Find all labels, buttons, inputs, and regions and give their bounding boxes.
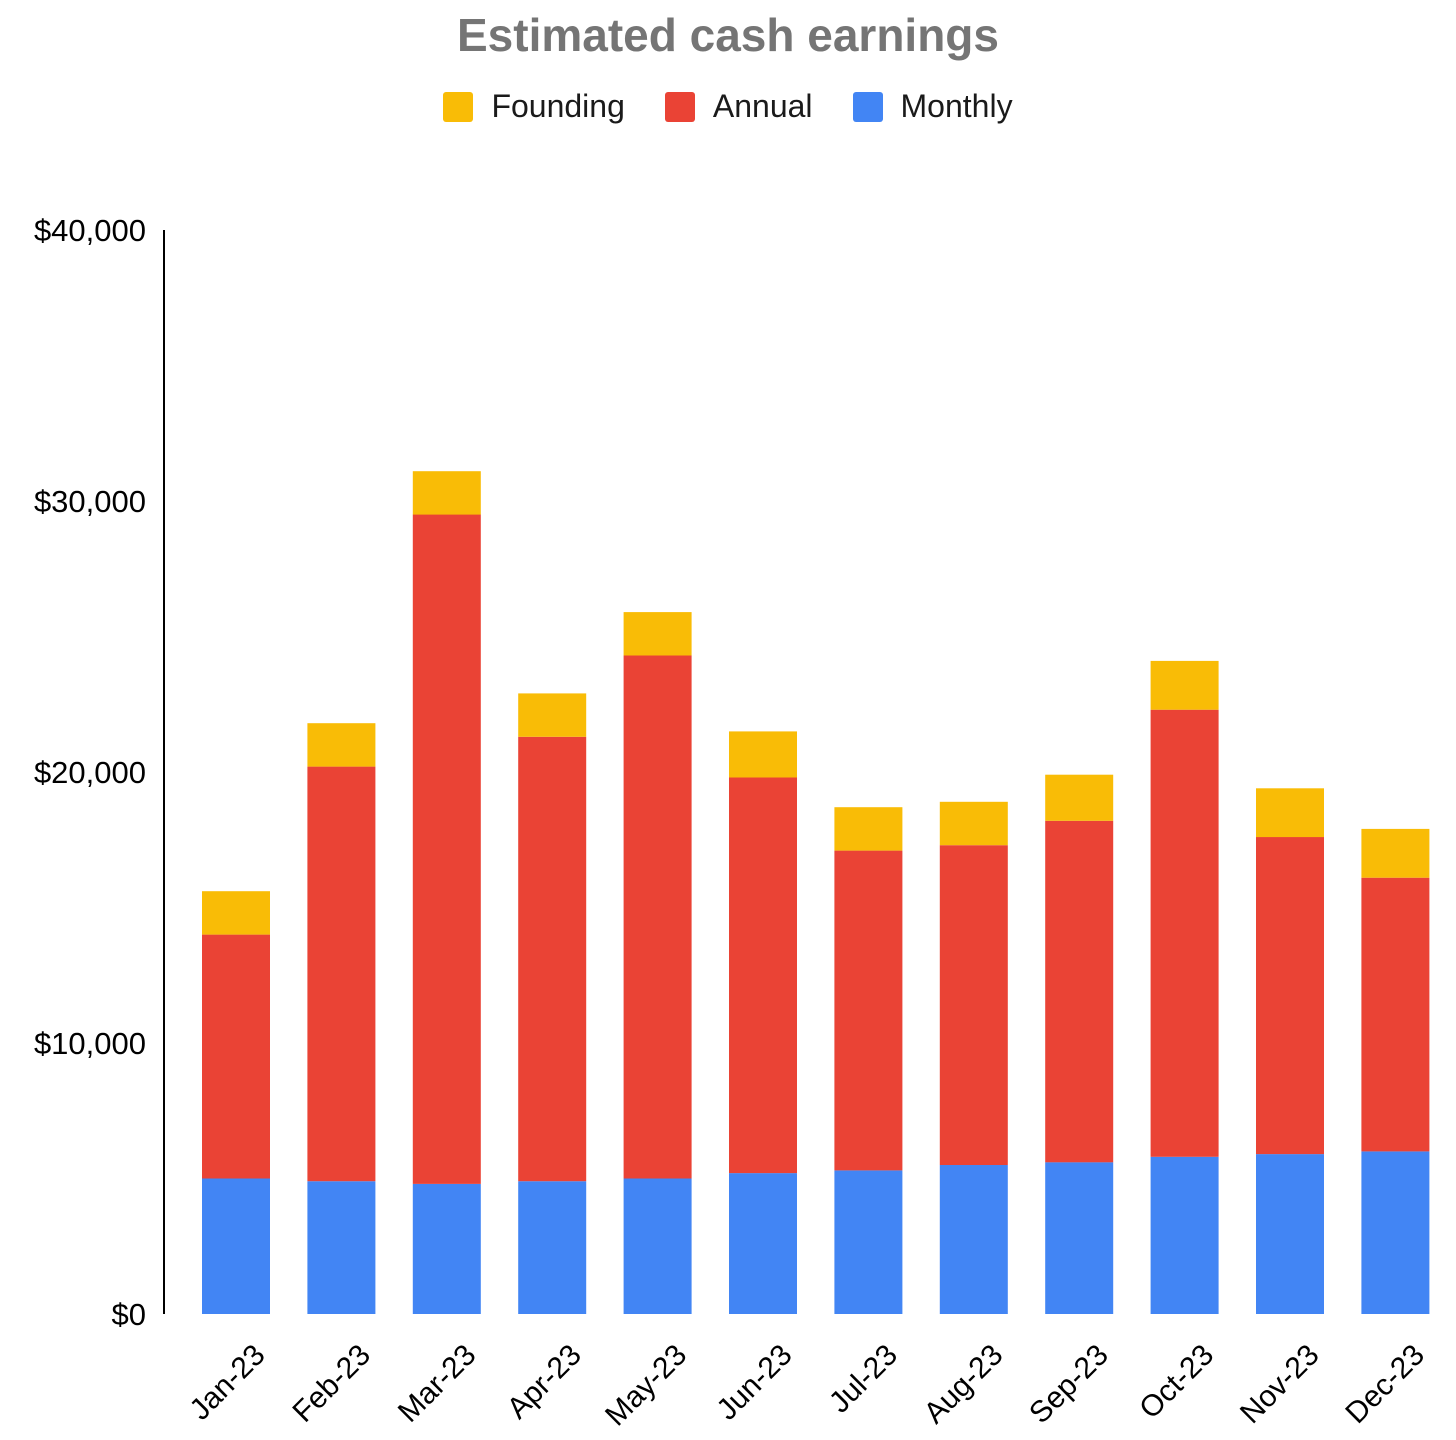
y-tick-label: $10,000 [34, 1026, 146, 1061]
bar-segment-founding [1150, 660, 1219, 710]
bar-segment-monthly [307, 1181, 376, 1314]
bar-segment-founding [939, 801, 1008, 846]
bar-segment-annual [939, 845, 1008, 1165]
x-axis-labels: Jan-23 Feb-23 Mar-23 Apr-23 May-23 Jun-23 Jul-… [183, 1338, 1431, 1432]
x-tick-label: Mar-23 [392, 1338, 483, 1429]
legend-swatch-annual [664, 91, 695, 122]
y-tick-label: $0 [112, 1297, 146, 1332]
bar-segment-monthly [834, 1170, 903, 1314]
y-tick-label: $20,000 [34, 755, 146, 790]
legend-label-annual: Annual [712, 88, 813, 124]
chart-title: Estimated cash earnings [457, 9, 999, 61]
x-tick-label: Sep-23 [1023, 1338, 1115, 1430]
bar-segment-monthly [939, 1165, 1008, 1314]
bar-segment-annual [412, 514, 481, 1184]
y-axis-ticks: $0 $10,000 $20,000 $30,000 $40,000 [34, 213, 146, 1332]
bar-segment-annual [202, 934, 270, 1179]
legend-swatch-monthly [852, 91, 883, 122]
bar-segment-annual [1150, 709, 1219, 1157]
bar-segment-annual [1361, 877, 1430, 1152]
bar-segment-monthly [518, 1181, 587, 1314]
legend: Founding Annual Monthly [0, 88, 1456, 125]
bar-segment-monthly [202, 1178, 270, 1314]
x-tick-label: May-23 [599, 1338, 693, 1432]
bar-segment-annual [307, 766, 376, 1182]
x-tick-label: Feb-23 [287, 1338, 378, 1429]
bar-segment-monthly [623, 1178, 692, 1314]
legend-swatch-founding [443, 91, 474, 122]
bar-segment-annual [623, 655, 692, 1179]
bar-segment-annual [834, 850, 903, 1171]
x-tick-label: Apr-23 [501, 1338, 588, 1425]
y-tick-label: $30,000 [34, 484, 146, 519]
bar-segment-monthly [1256, 1154, 1324, 1314]
bar-segment-monthly [1361, 1151, 1430, 1314]
bar-segment-founding [729, 731, 797, 778]
bar-segment-monthly [1045, 1162, 1114, 1314]
bar-segment-founding [307, 723, 376, 767]
bar-segment-monthly [412, 1183, 481, 1314]
x-tick-label: Jul-23 [823, 1338, 904, 1419]
bar-segment-founding [518, 693, 587, 737]
bar-segment-annual [518, 736, 587, 1182]
x-tick-label: Dec-23 [1339, 1338, 1431, 1430]
x-tick-label: Jun-23 [710, 1338, 798, 1426]
bar-segment-founding [834, 807, 903, 851]
x-tick-label: Jan-23 [183, 1338, 271, 1426]
bars [202, 471, 1430, 1314]
bar-segment-annual [729, 777, 797, 1174]
x-tick-label: Aug-23 [918, 1338, 1010, 1430]
bar-segment-founding [202, 891, 270, 935]
bar-segment-founding [1361, 828, 1430, 878]
x-tick-label: Oct-23 [1133, 1338, 1220, 1425]
bar-segment-monthly [1150, 1156, 1219, 1314]
legend-item-annual: Annual [664, 88, 813, 125]
legend-item-founding: Founding [443, 88, 625, 125]
bar-segment-founding [623, 612, 692, 656]
legend-label-monthly: Monthly [900, 88, 1013, 124]
bar-segment-founding [1256, 788, 1324, 838]
bar-segment-annual [1045, 820, 1114, 1163]
bar-segment-founding [1045, 774, 1114, 821]
bar-segment-founding [412, 471, 481, 515]
bar-segment-monthly [729, 1173, 797, 1314]
legend-item-monthly: Monthly [852, 88, 1013, 125]
y-tick-label: $40,000 [34, 213, 146, 248]
legend-label-founding: Founding [491, 88, 625, 124]
x-tick-label: Nov-23 [1234, 1338, 1326, 1430]
bar-segment-annual [1256, 837, 1324, 1155]
